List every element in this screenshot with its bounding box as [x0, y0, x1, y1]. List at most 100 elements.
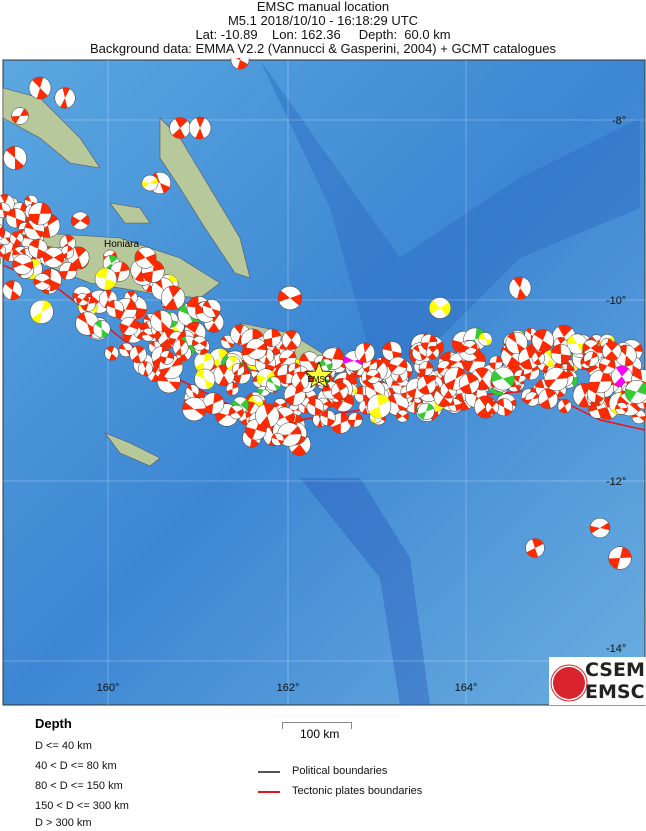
focal-mechanism-beachball: [396, 409, 409, 423]
focal-mechanism-beachball: [3, 146, 27, 170]
focal-mechanism-beachball: [137, 361, 153, 377]
focal-mechanism-beachball: [367, 394, 392, 419]
depth-legend-item: 150 < D <= 300 km: [35, 800, 129, 812]
scale-bar-label: 100 km: [300, 727, 340, 741]
focal-mechanism-beachball: [347, 412, 363, 428]
focal-mechanism-beachball: [544, 367, 569, 392]
tectonic-boundary-swatch: [258, 791, 280, 793]
map-header: EMSC manual location M5.1 2018/10/10 - 1…: [0, 0, 646, 56]
focal-mechanism-beachball: [59, 261, 78, 281]
globe-logo-icon: [553, 667, 585, 699]
lat-label-8: -8°: [612, 115, 626, 127]
focal-mechanism-beachball: [0, 224, 6, 241]
focal-mechanism-beachball: [365, 369, 381, 384]
focal-mechanism-beachball: [169, 117, 191, 139]
lat-label-10: -10°: [606, 295, 626, 307]
focal-mechanism-beachball: [524, 391, 540, 407]
focal-mechanism-beachball: [134, 246, 157, 269]
focal-mechanism-beachball: [192, 335, 207, 351]
lat-label-14: -14°: [606, 643, 626, 655]
focal-mechanism-beachball: [104, 346, 119, 361]
focal-mechanism-beachball: [598, 357, 616, 375]
island-malaita: [109, 202, 151, 224]
focal-mechanism-beachball: [255, 403, 280, 428]
focal-mechanism-beachball: [141, 174, 159, 192]
island-new-georgia: [2, 87, 101, 169]
focal-mechanism-beachball: [94, 267, 117, 291]
focal-mechanism-beachball: [608, 546, 632, 570]
focal-mechanism-beachball: [194, 368, 216, 390]
title: EMSC manual location: [256, 0, 390, 14]
focal-mechanism-beachball: [160, 285, 186, 310]
focal-mechanism-beachball: [213, 364, 235, 387]
trench-deep-water: [260, 60, 640, 388]
depth-legend-item: 40 < D <= 80 km: [35, 760, 117, 772]
focal-mechanism-beachball: [225, 382, 240, 396]
focal-mechanism-beachball: [188, 116, 212, 140]
focal-mechanism-beachball: [583, 351, 599, 367]
focal-mechanism-beachball: [92, 320, 111, 338]
focal-mechanism-beachball: [5, 208, 26, 229]
focal-mechanism-beachball: [489, 355, 503, 370]
lat-label-12: -12°: [606, 476, 626, 488]
focal-mechanism-beachball: [525, 538, 545, 558]
focal-mechanism-beachball: [615, 402, 628, 415]
focal-mechanism-beachball: [624, 379, 646, 404]
focal-mechanism-beachball: [202, 299, 222, 318]
focal-mechanism-beachball: [119, 316, 139, 336]
focal-mechanism-beachball: [129, 345, 147, 364]
focal-mechanism-beachball: [277, 285, 303, 311]
focal-mechanism-beachball: [43, 247, 65, 269]
focal-mechanism-beachball: [271, 432, 285, 446]
event-magnitude-time: M5.1 2018/10/10 - 16:18:29 UTC: [227, 13, 419, 28]
focal-mechanism-beachball: [28, 76, 52, 100]
focal-mechanism-beachball: [281, 330, 302, 350]
lon-label-164: 164°: [455, 682, 478, 694]
csem-emsc-logo: CSEM EMSC: [549, 657, 646, 705]
focal-mechanism-beachball: [319, 409, 336, 427]
event-location: Lat: -10.89 Lon: 162.36 Depth: 60.0 km: [195, 27, 451, 42]
focal-mechanism-beachball: [417, 402, 435, 421]
depth-legend-item: 80 < D <= 150 km: [35, 780, 123, 792]
focal-mechanism-beachball: [531, 351, 546, 366]
focal-mechanism-beachball: [429, 297, 451, 319]
focal-mechanism-beachball: [231, 362, 245, 376]
focal-mechanism-beachball: [172, 339, 189, 356]
focal-mechanism-beachball: [485, 400, 500, 415]
logo-text-emsc: EMSC: [585, 681, 645, 703]
lon-label-162: 162°: [277, 682, 300, 694]
focal-mechanism-beachball: [150, 310, 173, 333]
focal-mechanism-beachball: [331, 382, 349, 400]
epicenter-star-icon: [304, 360, 334, 389]
focal-mechanism-beachball: [54, 87, 76, 109]
focal-mechanism-beachball: [28, 202, 52, 226]
focal-mechanism-beachball: [491, 366, 515, 391]
focal-mechanism-beachball: [425, 345, 440, 360]
island-rennell: [104, 432, 161, 467]
focal-mechanism-beachball: [478, 332, 493, 347]
focal-mechanism-beachball: [388, 356, 408, 376]
focal-mechanism-beachball: [589, 517, 611, 539]
focal-mechanism-beachball: [229, 404, 244, 420]
focal-mechanism-beachball: [354, 342, 375, 363]
epicenter-label: EMSC: [307, 375, 330, 384]
focal-mechanism-beachball: [462, 340, 478, 355]
seismic-map[interactable]: EMSC Honiara 160° 162° 164° -8° -10° -12…: [0, 58, 646, 706]
focal-mechanism-beachball: [508, 276, 532, 300]
focal-mechanism-beachball: [76, 293, 89, 306]
focal-mechanism-beachball: [411, 344, 428, 361]
tectonic-boundaries-label: Tectonic plates boundaries: [292, 785, 423, 797]
focal-mechanism-beachball: [2, 280, 23, 301]
island-santa-isabel: [159, 117, 251, 279]
focal-mechanism-beachball: [531, 329, 555, 352]
focal-mechanism-beachball: [588, 369, 612, 394]
focal-mechanism-beachball: [12, 254, 34, 275]
lon-label-160: 160°: [97, 682, 120, 694]
focal-mechanism-beachball: [306, 398, 324, 416]
focal-mechanism-beachball: [245, 338, 267, 360]
focal-mechanism-beachball: [29, 299, 54, 324]
focal-mechanism-beachball: [33, 273, 51, 291]
depth-legend-title: Depth: [35, 716, 72, 731]
epicenter-marker[interactable]: EMSC: [304, 360, 334, 389]
focal-mechanism-beachball: [266, 376, 282, 392]
